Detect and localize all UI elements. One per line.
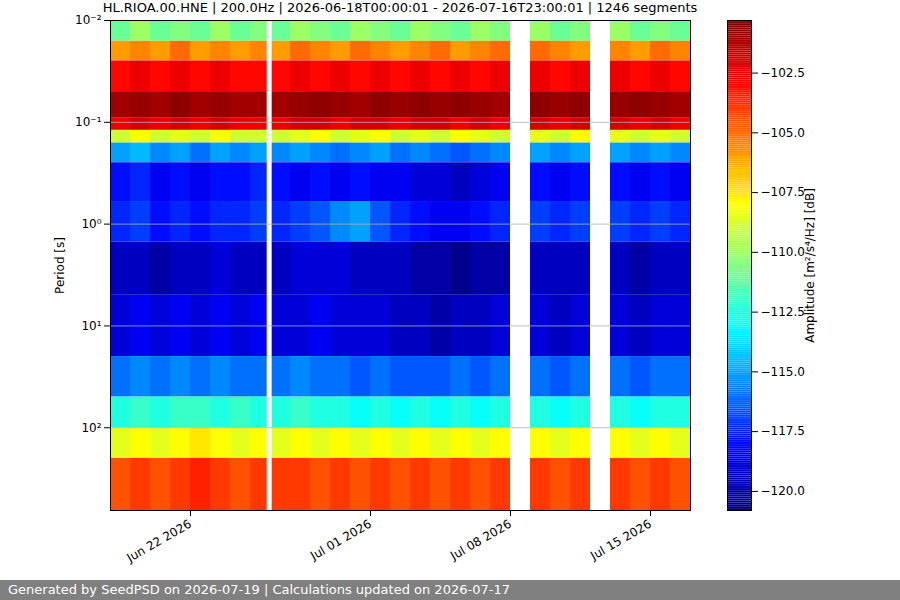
svg-text:10¹: 10¹ <box>81 319 101 333</box>
svg-text:10⁰: 10⁰ <box>81 217 101 231</box>
svg-text:−120.0: −120.0 <box>761 484 805 498</box>
svg-text:−112.5: −112.5 <box>761 305 805 319</box>
svg-text:10⁻¹: 10⁻¹ <box>75 115 102 129</box>
svg-text:10⁻²: 10⁻² <box>75 13 102 27</box>
svg-text:Jul 01 2026: Jul 01 2026 <box>307 517 374 564</box>
svg-text:−115.0: −115.0 <box>761 365 805 379</box>
svg-text:Period [s]: Period [s] <box>53 237 67 294</box>
svg-text:−110.0: −110.0 <box>761 245 805 259</box>
html-text:Generated by SeedPSD on 2026-0: Generated by SeedPSD on 2026-07-19 | Cal… <box>8 582 510 597</box>
svg-text:−117.5: −117.5 <box>761 424 805 438</box>
svg-text:−105.0: −105.0 <box>761 126 805 140</box>
svg-text:Amplitude [m²/s⁴/Hz] [dB]: Amplitude [m²/s⁴/Hz] [dB] <box>803 188 817 343</box>
html-text:HL.RIOA.00.HNE | 200.0Hz | 202: HL.RIOA.00.HNE | 200.0Hz | 2026-06-18T00… <box>102 0 698 15</box>
svg-text:10²: 10² <box>81 421 101 435</box>
svg-text:Jul 08 2026: Jul 08 2026 <box>447 517 514 564</box>
svg-text:Jul 15 2026: Jul 15 2026 <box>587 517 654 564</box>
svg-text:−107.5: −107.5 <box>761 185 805 199</box>
svg-text:Jun 22 2026: Jun 22 2026 <box>124 517 194 566</box>
svg-text:−102.5: −102.5 <box>761 66 805 80</box>
